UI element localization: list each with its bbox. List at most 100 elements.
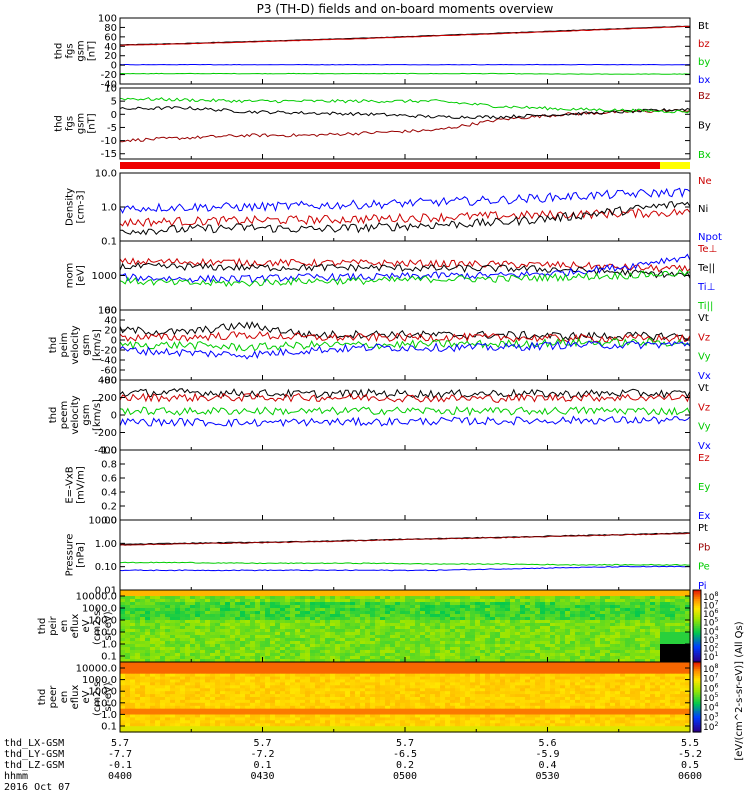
heat-cell <box>435 685 441 689</box>
heat-cell <box>295 705 301 710</box>
heat-cell <box>380 596 386 600</box>
heat-cell <box>305 682 311 686</box>
heat-cell <box>350 638 356 642</box>
heat-cell <box>550 593 556 597</box>
heat-cell <box>645 699 651 704</box>
heat-cell <box>280 602 286 606</box>
heat-cell <box>140 608 146 612</box>
heat-cell <box>250 647 256 651</box>
heat-cell <box>465 694 471 698</box>
heat-cell <box>190 593 196 597</box>
heat-cell <box>400 593 406 597</box>
heat-cell <box>165 708 171 713</box>
heat-cell <box>305 638 311 642</box>
heat-cell <box>330 590 336 594</box>
heat-cell <box>360 635 366 639</box>
heat-cell <box>655 685 661 689</box>
y-tick-label: 0 <box>111 110 117 121</box>
heat-cell <box>155 650 161 654</box>
heat-cell <box>685 656 691 660</box>
heat-cell <box>155 702 161 707</box>
heat-cell <box>265 632 271 636</box>
heat-cell <box>170 670 176 675</box>
heat-cell <box>165 608 171 612</box>
heat-cell <box>120 664 126 669</box>
heat-cell <box>290 691 296 695</box>
heat-cell <box>410 699 416 704</box>
heat-cell <box>160 656 166 660</box>
heat-cell <box>430 667 436 672</box>
heat-cell <box>120 626 126 630</box>
heat-cell <box>145 708 151 713</box>
heat-cell <box>440 708 446 713</box>
heat-cell <box>285 599 291 603</box>
heat-cell <box>595 602 601 606</box>
heat-cell <box>160 699 166 704</box>
heat-cell <box>155 676 161 681</box>
heat-cell <box>605 659 611 663</box>
y-tick-label: -20 <box>101 346 117 357</box>
heat-cell <box>360 632 366 636</box>
heat-cell <box>335 699 341 704</box>
heat-cell <box>285 664 291 669</box>
heat-cell <box>120 685 126 689</box>
panel-10: thd peer en eflux eV (cm2-s-sr-eV)10000.01000… <box>37 661 691 733</box>
heat-cell <box>280 691 286 695</box>
heat-cell <box>160 682 166 686</box>
heat-cell <box>465 650 471 654</box>
heat-cell <box>355 673 361 678</box>
heat-cell <box>225 676 231 681</box>
heat-cell <box>405 682 411 686</box>
panel-ylabel: en <box>59 620 70 633</box>
y-tick-label: 10.0 <box>95 628 117 639</box>
heat-cell <box>245 644 251 648</box>
heat-cell <box>655 638 661 642</box>
heat-cell <box>275 691 281 695</box>
heat-cell <box>450 699 456 704</box>
heat-cell <box>550 590 556 594</box>
heat-cell <box>235 670 241 675</box>
heat-cell <box>485 697 491 701</box>
heat-cell <box>235 659 241 663</box>
heat-cell <box>680 632 686 636</box>
heat-cell <box>405 650 411 654</box>
heat-cell <box>680 629 686 633</box>
heat-cell <box>480 664 486 669</box>
heat-cell <box>505 635 511 639</box>
heat-cell <box>170 699 176 704</box>
heat-cell <box>275 656 281 660</box>
heat-cell <box>195 626 201 630</box>
heat-cell <box>575 697 581 701</box>
heat-cell <box>475 602 481 606</box>
heat-cell <box>305 697 311 701</box>
heat-cell <box>345 691 351 695</box>
heat-cell <box>660 623 666 627</box>
heat-cell <box>255 638 261 642</box>
heat-cell <box>380 691 386 695</box>
heat-cell <box>485 632 491 636</box>
heat-cell <box>275 667 281 672</box>
heat-cell <box>520 688 526 692</box>
heat-cell <box>620 702 626 707</box>
heat-cell <box>415 659 421 663</box>
heat-cell <box>615 685 621 689</box>
heat-cell <box>460 653 466 657</box>
heat-cell <box>215 638 221 642</box>
heat-cell <box>145 617 151 621</box>
heat-cell <box>235 629 241 633</box>
heat-cell <box>300 596 306 600</box>
heat-cell <box>610 688 616 692</box>
heat-cell <box>125 697 131 701</box>
heat-cell <box>395 635 401 639</box>
heat-cell <box>330 673 336 678</box>
heat-cell <box>340 620 346 624</box>
heat-cell <box>360 608 366 612</box>
heat-cell <box>640 623 646 627</box>
heat-cell <box>145 605 151 609</box>
heat-cell <box>200 620 206 624</box>
heat-cell <box>640 694 646 698</box>
heat-cell <box>325 590 331 594</box>
heat-cell <box>570 653 576 657</box>
heat-cell <box>620 697 626 701</box>
heat-cell <box>545 614 551 618</box>
